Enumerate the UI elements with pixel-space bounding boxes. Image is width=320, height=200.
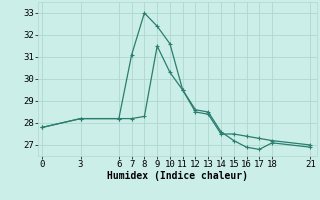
X-axis label: Humidex (Indice chaleur): Humidex (Indice chaleur) xyxy=(107,171,248,181)
